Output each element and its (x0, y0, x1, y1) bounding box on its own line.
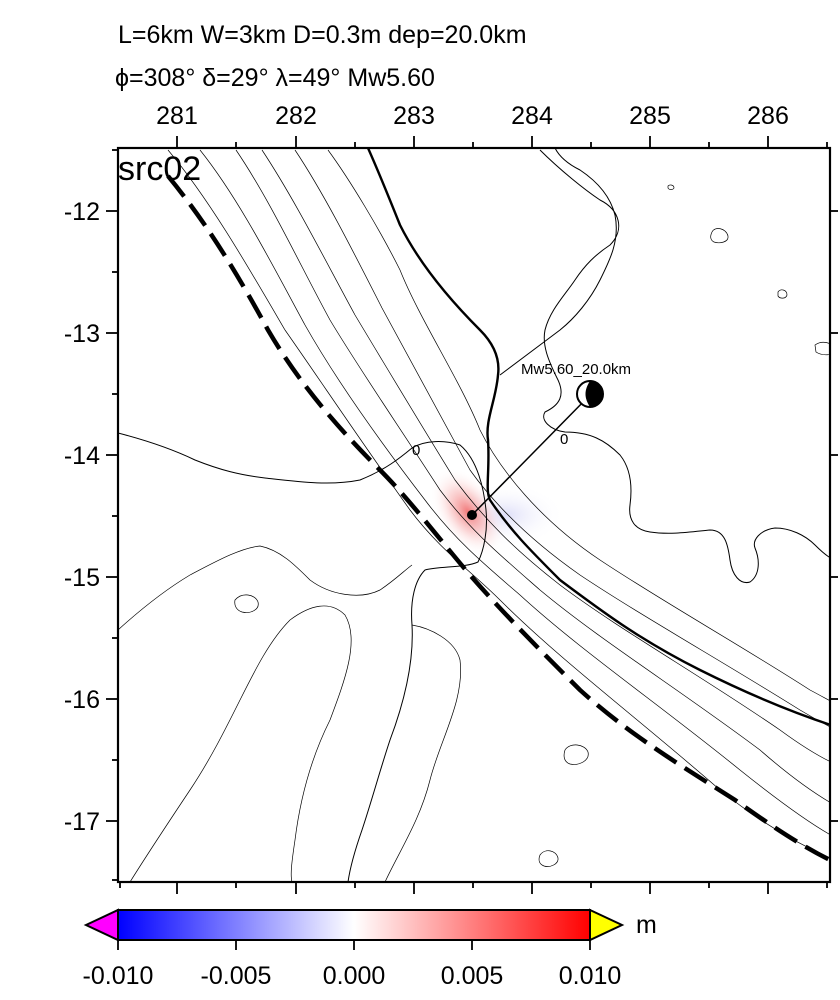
topography-contours (118, 432, 589, 882)
colorbar-tick-label: 0.000 (323, 962, 386, 990)
x-tick-label: 284 (511, 102, 553, 130)
x-tick-label: 285 (629, 102, 671, 130)
y-tick-labels: -12 -13 -14 -15 -16 -17 (64, 198, 100, 836)
trench-line (166, 174, 830, 863)
colorbar-unit: m (636, 911, 657, 939)
x-tick-label: 286 (747, 102, 789, 130)
map-frame (116, 146, 832, 884)
source-link-line (471, 394, 591, 516)
beachball-icon (576, 380, 604, 408)
y-tick-label: -14 (64, 442, 100, 470)
y-tick-label: -13 (64, 320, 100, 348)
colorbar-over-triangle (589, 908, 625, 942)
colorbar-gradient (117, 909, 591, 941)
panel-label: src02 (118, 150, 201, 188)
y-tick-label: -12 (64, 198, 100, 226)
plateau-contour (499, 148, 830, 584)
x-tick-label: 281 (156, 102, 198, 130)
epicenter-marker (467, 510, 477, 520)
colorbar: m -0.010 -0.005 0.000 0.005 0.010 (83, 908, 657, 990)
x-tick-label: 283 (393, 102, 435, 130)
y-tick-label: -16 (64, 686, 100, 714)
colorbar-tick-label: -0.010 (83, 962, 154, 990)
map-title-line2: ϕ=308° δ=29° λ=49° Mw5.60 (115, 64, 435, 92)
y-tick-label: -17 (64, 808, 100, 836)
colorbar-under-triangle (83, 908, 119, 942)
source-label: Mw5.60_20.0km (521, 361, 631, 378)
colorbar-tick-label: 0.010 (559, 962, 622, 990)
colorbar-tick-label: 0.005 (441, 962, 504, 990)
y-tick-label: -15 (64, 564, 100, 592)
colorbar-tick-label: -0.005 (201, 962, 272, 990)
x-tick-label: 282 (275, 102, 317, 130)
x-tick-labels: 281 282 283 284 285 286 (156, 102, 789, 130)
map-content: 0 0 Mw5.60_20.0km (118, 148, 830, 882)
frame-ticks (106, 136, 838, 894)
contour-label: 0 (560, 431, 568, 448)
map-title-line1: L=6km W=3km D=0.3m dep=20.0km (118, 21, 527, 49)
coastline (366, 148, 830, 726)
contour-label: 0 (412, 442, 420, 459)
